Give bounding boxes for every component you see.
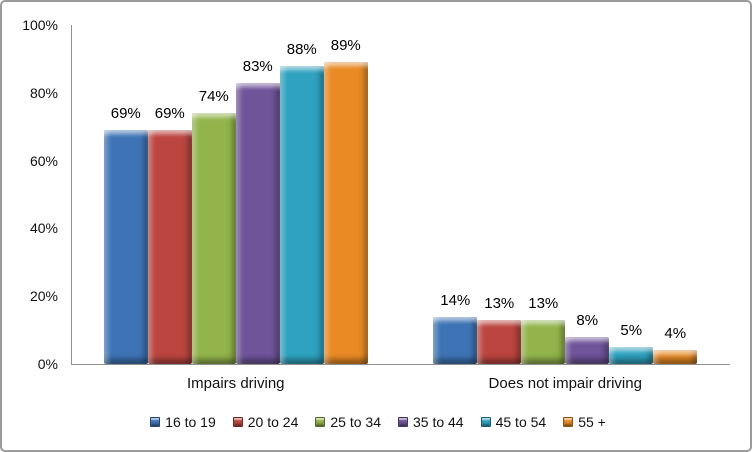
bar-35-to-44-impairs-driving <box>235 82 280 364</box>
legend-marker-35-to-44 <box>397 417 408 427</box>
bar-20-to-24-impairs-driving <box>147 130 192 364</box>
bar-16-to-19-does-not-impair-driving <box>433 316 478 364</box>
data-label-55-does-not-impair-driving: 4% <box>664 325 687 343</box>
legend: 16 to 19 20 to 24 25 to 34 35 to 44 45 to 54… <box>2 411 750 433</box>
legend-label-20-to-24: 20 to 24 <box>247 414 299 430</box>
bar-25-to-34-does-not-impair-driving <box>521 319 566 364</box>
y-tick-label-20: 20% <box>29 288 58 305</box>
y-tick-label-40: 40% <box>29 220 58 237</box>
y-axis-line <box>71 25 72 364</box>
bar-16-to-19-impairs-driving <box>103 130 148 364</box>
data-label-45-to-54-impairs-driving: 88% <box>286 40 317 58</box>
category-label-impairs-driving: Impairs driving <box>186 375 285 392</box>
bar-20-to-24-does-not-impair-driving <box>477 319 522 364</box>
legend-item-55: 55 + <box>563 414 606 430</box>
legend-marker-20-to-24 <box>232 417 243 427</box>
legend-label-55: 55 + <box>578 414 606 430</box>
data-label-25-to-34-impairs-driving: 74% <box>198 88 229 106</box>
bar-45-to-54-does-not-impair-driving <box>609 347 654 364</box>
legend-item-45-to-54: 45 to 54 <box>480 414 547 430</box>
category-label-does-not-impair-driving: Does not impair driving <box>488 375 642 392</box>
y-tick-label-80: 80% <box>29 84 58 101</box>
data-label-20-to-24-does-not-impair-driving: 13% <box>484 294 515 312</box>
legend-marker-55 <box>563 417 574 427</box>
bar-55-does-not-impair-driving <box>653 350 698 364</box>
legend-marker-16-to-19 <box>150 417 161 427</box>
legend-marker-45-to-54 <box>480 417 491 427</box>
legend-item-35-to-44: 35 to 44 <box>397 414 464 430</box>
bar-25-to-34-impairs-driving <box>191 113 236 364</box>
x-axis-line <box>71 364 730 365</box>
legend-item-20-to-24: 20 to 24 <box>232 414 299 430</box>
data-label-16-to-19-impairs-driving: 69% <box>110 105 141 123</box>
data-label-45-to-54-does-not-impair-driving: 5% <box>620 322 643 340</box>
data-label-55-impairs-driving: 89% <box>330 37 361 55</box>
data-label-25-to-34-does-not-impair-driving: 13% <box>528 294 559 312</box>
data-label-20-to-24-impairs-driving: 69% <box>154 105 185 123</box>
legend-item-25-to-34: 25 to 34 <box>315 414 381 430</box>
data-label-35-to-44-does-not-impair-driving: 8% <box>576 311 599 329</box>
y-tick-label-100: 100% <box>22 17 58 33</box>
y-tick-label-60: 60% <box>29 152 58 169</box>
bar-55-impairs-driving <box>323 62 368 364</box>
legend-label-16-to-19: 16 to 19 <box>165 414 216 430</box>
data-label-35-to-44-impairs-driving: 83% <box>242 57 273 75</box>
y-tick-label-0: 0% <box>37 356 58 372</box>
legend-label-45-to-54: 45 to 54 <box>495 414 547 430</box>
legend-marker-25-to-34 <box>315 417 326 427</box>
legend-label-25-to-34: 25 to 34 <box>330 414 381 430</box>
bar-35-to-44-does-not-impair-driving <box>565 336 610 364</box>
legend-item-16-to-19: 16 to 19 <box>150 414 216 430</box>
data-label-16-to-19-does-not-impair-driving: 14% <box>440 291 471 309</box>
bar-45-to-54-impairs-driving <box>279 65 324 364</box>
legend-label-35-to-44: 35 to 44 <box>412 414 464 430</box>
